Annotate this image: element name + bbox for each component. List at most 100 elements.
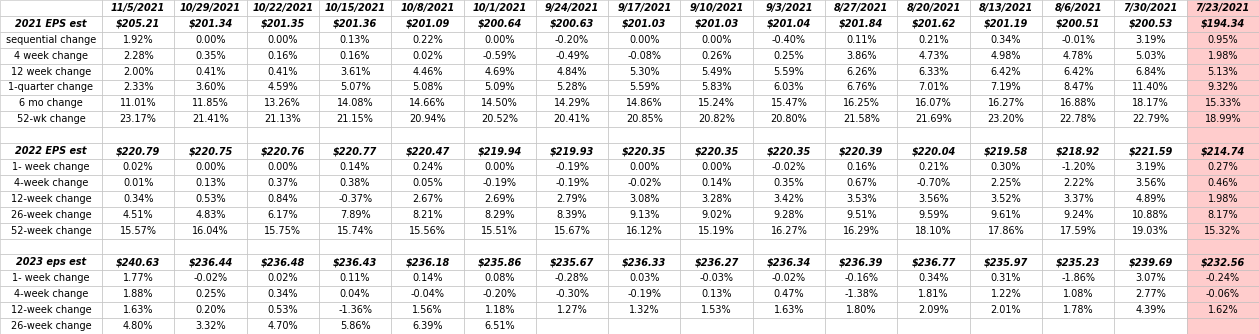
Text: 4 week change: 4 week change (14, 51, 88, 61)
Bar (608, 143, 681, 159)
Bar (1114, 255, 1187, 271)
Text: 1.22%: 1.22% (991, 289, 1021, 299)
Text: -0.20%: -0.20% (555, 35, 589, 45)
Bar (102, 96, 174, 111)
Bar (608, 0, 681, 16)
Text: 1.80%: 1.80% (846, 305, 876, 315)
Bar (0, 271, 102, 286)
Bar (681, 271, 753, 286)
Text: 0.05%: 0.05% (412, 178, 443, 188)
Bar (1114, 48, 1187, 63)
Text: $220.35: $220.35 (695, 146, 739, 156)
Text: $201.04: $201.04 (767, 19, 811, 29)
Text: 18.17%: 18.17% (1132, 99, 1168, 108)
Text: 8/13/2021: 8/13/2021 (978, 3, 1034, 13)
Bar (536, 143, 608, 159)
Bar (1042, 207, 1114, 223)
Bar (1114, 207, 1187, 223)
Bar (392, 207, 463, 223)
Bar (102, 191, 174, 207)
Bar (319, 175, 392, 191)
Bar (102, 318, 174, 334)
Bar (753, 207, 825, 223)
Bar (681, 191, 753, 207)
Bar (1114, 16, 1187, 32)
Bar (392, 302, 463, 318)
Bar (681, 302, 753, 318)
Text: 4.73%: 4.73% (918, 51, 949, 61)
Bar (1114, 238, 1187, 255)
Bar (898, 0, 969, 16)
Text: 0.02%: 0.02% (267, 273, 298, 283)
Bar (0, 302, 102, 318)
Bar (1114, 127, 1187, 143)
Text: 1.63%: 1.63% (123, 305, 154, 315)
Bar (392, 96, 463, 111)
Text: 2.33%: 2.33% (123, 82, 154, 93)
Text: 9/17/2021: 9/17/2021 (617, 3, 671, 13)
Bar (174, 48, 247, 63)
Text: 0.25%: 0.25% (773, 51, 805, 61)
Text: 9/10/2021: 9/10/2021 (690, 3, 744, 13)
Text: 3.52%: 3.52% (991, 194, 1021, 204)
Bar (319, 159, 392, 175)
Text: -0.30%: -0.30% (555, 289, 589, 299)
Bar (898, 302, 969, 318)
Bar (392, 0, 463, 16)
Text: 2.00%: 2.00% (123, 66, 154, 76)
Bar (681, 127, 753, 143)
Text: 0.00%: 0.00% (485, 162, 515, 172)
Bar (463, 223, 536, 238)
Bar (898, 16, 969, 32)
Text: 15.57%: 15.57% (120, 226, 156, 235)
Text: 17.59%: 17.59% (1060, 226, 1097, 235)
Text: 1.18%: 1.18% (485, 305, 515, 315)
Bar (1187, 286, 1259, 302)
Text: 2022 EPS est: 2022 EPS est (15, 146, 87, 156)
Text: 0.34%: 0.34% (123, 194, 154, 204)
Text: 9.32%: 9.32% (1207, 82, 1238, 93)
Bar (681, 16, 753, 32)
Text: 9/3/2021: 9/3/2021 (765, 3, 813, 13)
Bar (536, 16, 608, 32)
Text: 20.85%: 20.85% (626, 114, 662, 124)
Bar (1187, 111, 1259, 127)
Text: 3.19%: 3.19% (1136, 162, 1166, 172)
Bar (753, 111, 825, 127)
Bar (608, 255, 681, 271)
Bar (463, 271, 536, 286)
Text: 21.15%: 21.15% (336, 114, 374, 124)
Bar (608, 127, 681, 143)
Text: 1.88%: 1.88% (123, 289, 154, 299)
Text: 3.60%: 3.60% (195, 82, 225, 93)
Text: 0.21%: 0.21% (918, 162, 949, 172)
Bar (536, 286, 608, 302)
Bar (247, 207, 319, 223)
Text: 3.53%: 3.53% (846, 194, 876, 204)
Bar (0, 32, 102, 48)
Text: 6.42%: 6.42% (991, 66, 1021, 76)
Text: 19.03%: 19.03% (1132, 226, 1168, 235)
Bar (247, 143, 319, 159)
Bar (463, 159, 536, 175)
Bar (753, 175, 825, 191)
Bar (247, 302, 319, 318)
Bar (825, 318, 898, 334)
Text: 6 mo change: 6 mo change (19, 99, 83, 108)
Text: -0.02%: -0.02% (772, 162, 806, 172)
Text: -0.70%: -0.70% (917, 178, 951, 188)
Bar (969, 79, 1042, 96)
Text: 22.79%: 22.79% (1132, 114, 1170, 124)
Bar (898, 207, 969, 223)
Text: -0.16%: -0.16% (845, 273, 879, 283)
Text: 52-week change: 52-week change (10, 226, 92, 235)
Bar (319, 191, 392, 207)
Text: 15.67%: 15.67% (554, 226, 590, 235)
Text: 1.53%: 1.53% (701, 305, 731, 315)
Text: 11/5/2021: 11/5/2021 (111, 3, 165, 13)
Bar (174, 286, 247, 302)
Text: 1.56%: 1.56% (412, 305, 443, 315)
Text: 4.98%: 4.98% (991, 51, 1021, 61)
Bar (969, 175, 1042, 191)
Bar (392, 255, 463, 271)
